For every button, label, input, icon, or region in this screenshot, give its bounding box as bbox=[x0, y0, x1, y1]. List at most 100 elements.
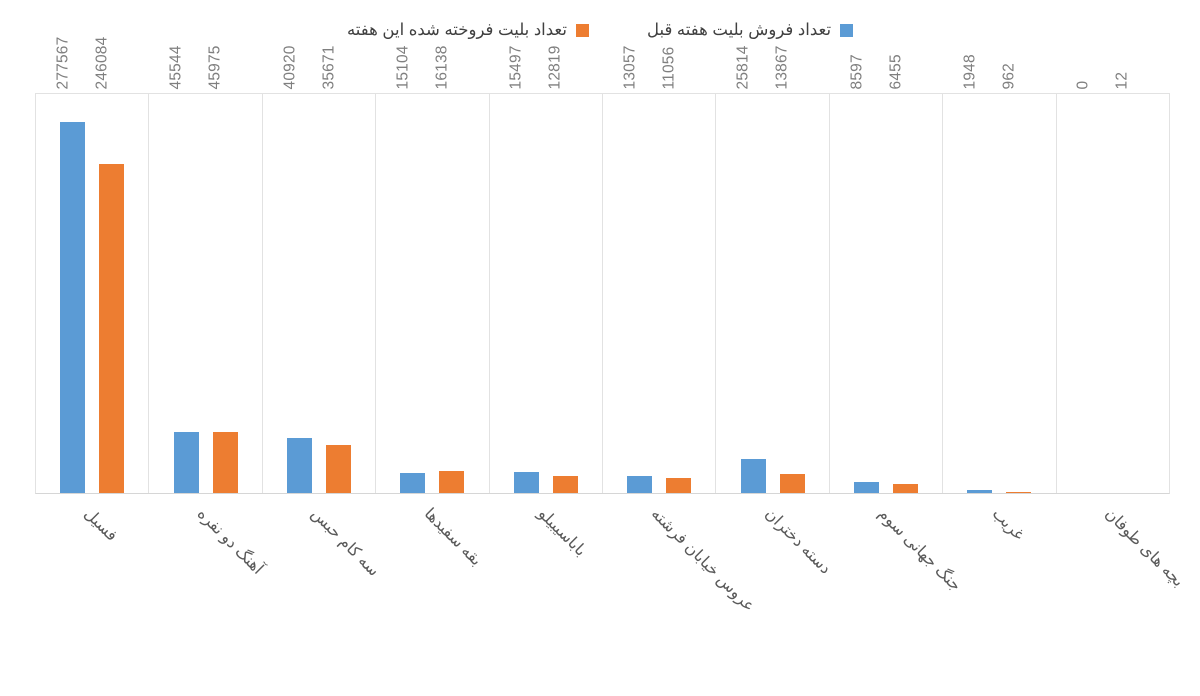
category-label: بقه سفیدها bbox=[420, 505, 486, 570]
category-grid: 277567 246084 45544 45975 40920 35671 15104 161… bbox=[36, 36, 1169, 493]
bar[interactable] bbox=[99, 164, 125, 493]
bar-value-label: 25814 bbox=[734, 44, 752, 89]
bar-slot: 6455 bbox=[887, 54, 919, 493]
bar[interactable] bbox=[287, 438, 313, 493]
bar-value-label: 246084 bbox=[93, 36, 111, 89]
bar[interactable] bbox=[1006, 491, 1032, 493]
bar-group: 277567 246084 bbox=[36, 36, 148, 493]
bar-slot: 35671 bbox=[320, 45, 352, 493]
bar-value-label: 35671 bbox=[320, 44, 338, 89]
bar-slot: 12819 bbox=[547, 45, 578, 493]
bar-slot: 15497 bbox=[508, 45, 539, 493]
bar-value-label: 1948 bbox=[961, 53, 979, 89]
bar-value-label: 962 bbox=[1000, 62, 1018, 89]
bar[interactable] bbox=[400, 472, 426, 493]
bar[interactable] bbox=[854, 481, 880, 493]
category-group: 1948 962 bbox=[943, 54, 1057, 493]
bar[interactable] bbox=[173, 432, 199, 493]
legend-entry-series-prev[interactable]: تعداد فروش بلیت هفته قبل bbox=[646, 21, 854, 39]
bar-slot: 16138 bbox=[433, 45, 465, 493]
category-label-cell: بچه های طوفان bbox=[1057, 496, 1187, 692]
bar-slot: 45975 bbox=[207, 45, 238, 493]
bar-slot: 13057 bbox=[621, 45, 653, 493]
bar[interactable] bbox=[893, 484, 919, 493]
category-label-cell: باباسیبیلو bbox=[489, 496, 603, 692]
bar-value-label: 15497 bbox=[507, 44, 525, 89]
category-label-cell: جنگ جهانی سوم bbox=[830, 496, 964, 692]
bar-slot: 40920 bbox=[281, 45, 313, 493]
category-group: 15497 12819 bbox=[490, 45, 604, 493]
bar-group: 8597 6455 bbox=[830, 54, 942, 493]
bar[interactable] bbox=[666, 478, 692, 493]
bar[interactable] bbox=[779, 474, 805, 493]
bar-value-label: 6455 bbox=[887, 53, 905, 89]
bar[interactable] bbox=[513, 472, 539, 493]
legend-entry-series-curr[interactable]: تعداد بلیت فروخته شده این هفته bbox=[347, 22, 589, 39]
bar-slot: 11056 bbox=[660, 46, 692, 493]
bar-slot: 45544 bbox=[168, 45, 199, 493]
bar[interactable] bbox=[740, 458, 766, 493]
legend-swatch-icon-series-curr bbox=[575, 23, 589, 37]
category-label-cell: بقه سفیدها bbox=[376, 496, 490, 692]
category-group: 0 12 bbox=[1057, 71, 1169, 493]
bar-group: 15497 12819 bbox=[490, 45, 602, 493]
chart-legend: تعداد فروش بلیت هفته قبل تعداد بلیت فروخ… bbox=[0, 22, 1200, 39]
bar-group: 40920 35671 bbox=[263, 45, 375, 493]
category-group: 40920 35671 bbox=[263, 45, 377, 493]
bar-slot: 962 bbox=[1000, 63, 1032, 493]
category-label: فسیل bbox=[80, 505, 120, 545]
bar[interactable] bbox=[627, 475, 653, 493]
category-label: سه کام حبس bbox=[307, 505, 382, 580]
bar-slot: 8597 bbox=[848, 54, 880, 493]
category-group: 25814 13867 bbox=[716, 45, 830, 493]
category-label-cell: غریب bbox=[943, 496, 1057, 692]
bar-value-label: 13057 bbox=[621, 44, 639, 89]
bar[interactable] bbox=[439, 471, 465, 493]
category-axis-labels: فسیل آهنگ دو نفره سه کام حبس بقه سفیدها بابا… bbox=[35, 496, 1187, 692]
category-group: 15104 16138 bbox=[376, 45, 490, 493]
category-label-cell: فسیل bbox=[35, 496, 149, 692]
bar-slot: 277567 bbox=[54, 36, 86, 493]
category-label: غریب bbox=[988, 505, 1027, 544]
category-label: آهنگ دو نفره bbox=[193, 505, 267, 578]
category-group: 13057 11056 bbox=[603, 45, 717, 493]
bar-value-label: 15104 bbox=[394, 44, 412, 89]
category-group: 45544 45975 bbox=[149, 45, 263, 493]
bar-group: 25814 13867 bbox=[716, 45, 828, 493]
category-label: بچه های طوفان bbox=[1101, 505, 1188, 591]
bar-value-label: 12 bbox=[1113, 71, 1131, 89]
category-label-cell: سه کام حبس bbox=[262, 496, 382, 692]
bar-slot: 12 bbox=[1114, 71, 1145, 493]
bar-value-label: 8597 bbox=[848, 53, 866, 89]
bar-group: 45544 45975 bbox=[149, 45, 261, 493]
legend-label-series-curr: تعداد بلیت فروخته شده این هفته bbox=[346, 21, 567, 39]
bar-value-label: 45544 bbox=[167, 44, 185, 89]
plot-area: 277567 246084 45544 45975 40920 35671 15104 161… bbox=[35, 36, 1170, 494]
bar-slot: 25814 bbox=[735, 45, 766, 493]
bar-value-label: 45975 bbox=[206, 44, 224, 89]
bar-slot: 246084 bbox=[93, 36, 125, 493]
category-label-cell: عروس خیابان فرشته bbox=[603, 496, 758, 692]
category-label: باباسیبیلو bbox=[534, 505, 589, 560]
bar[interactable] bbox=[552, 475, 578, 493]
bar-value-label: 11056 bbox=[660, 46, 678, 89]
bar-group: 0 12 bbox=[1057, 71, 1169, 493]
bar-value-label: 13867 bbox=[773, 44, 791, 89]
bar-slot: 13867 bbox=[774, 45, 805, 493]
bar-slot: 0 bbox=[1075, 80, 1106, 493]
bar-slot: 1948 bbox=[961, 54, 993, 493]
category-label-cell: دسته دختران bbox=[716, 496, 834, 692]
bar-value-label: 16138 bbox=[433, 44, 451, 89]
bar-slot: 15104 bbox=[394, 45, 426, 493]
bar[interactable] bbox=[967, 490, 993, 493]
bar[interactable] bbox=[212, 431, 238, 493]
legend-swatch-icon-series-prev bbox=[840, 23, 854, 37]
bar-value-label: 40920 bbox=[281, 44, 299, 89]
category-label: دسته دختران bbox=[761, 505, 834, 578]
category-label-cell: آهنگ دو نفره bbox=[149, 496, 267, 692]
legend-label-series-prev: تعداد فروش بلیت هفته قبل bbox=[646, 21, 832, 39]
bar[interactable] bbox=[326, 445, 352, 493]
bar-group: 15104 16138 bbox=[376, 45, 488, 493]
bar[interactable] bbox=[60, 122, 86, 493]
